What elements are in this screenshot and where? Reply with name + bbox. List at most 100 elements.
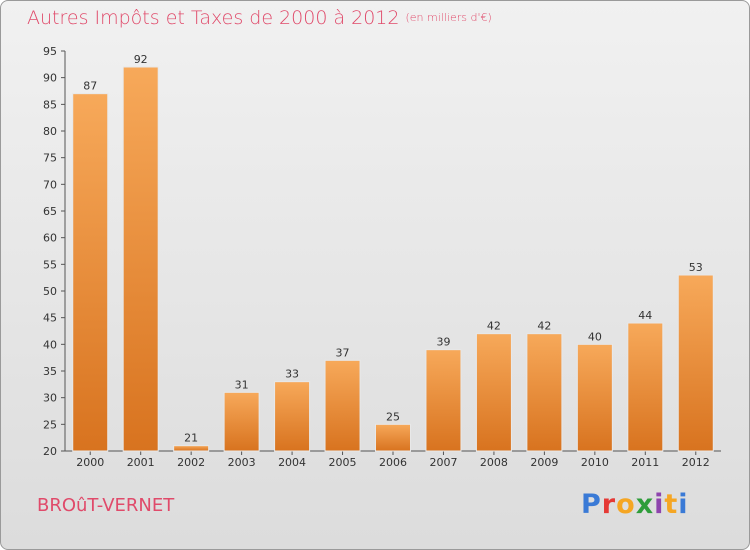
chart-title-text: Autres Impôts et Taxes de 2000 à 2012: [27, 7, 400, 29]
x-tick: 2008: [480, 451, 508, 469]
bar: [122, 66, 159, 452]
y-tick-label: 45: [43, 312, 57, 325]
x-tick: 2003: [228, 451, 256, 469]
bar: [72, 93, 109, 452]
x-tick-label: 2002: [177, 456, 205, 469]
y-tick-label: 20: [43, 445, 57, 458]
logo-letter: i: [654, 489, 665, 520]
logo-letter: r: [601, 489, 617, 520]
y-tick: 35: [43, 365, 65, 378]
x-tick-label: 2005: [329, 456, 357, 469]
y-tick-label: 90: [43, 72, 57, 85]
y-tick: 20: [43, 445, 65, 458]
x-tick: 2011: [631, 451, 659, 469]
x-tick-label: 2010: [581, 456, 609, 469]
chart-title: Autres Impôts et Taxes de 2000 à 2012 (en…: [27, 7, 492, 29]
data-label: 87: [83, 80, 97, 93]
data-labels: 87 92 21 31 33 37 25 39 42 42 40 44 53: [83, 53, 703, 445]
bar: [677, 274, 714, 452]
x-tick-label: 2006: [379, 456, 407, 469]
x-tick: 2001: [127, 451, 155, 469]
bar: [425, 349, 462, 452]
chart-unit: (en milliers d'€): [405, 11, 492, 24]
x-tick-label: 2000: [76, 456, 104, 469]
x-tick-label: 2004: [278, 456, 306, 469]
y-tick: 75: [43, 152, 65, 165]
x-tick-label: 2011: [631, 456, 659, 469]
y-tick-label: 70: [43, 178, 57, 191]
y-tick: 70: [43, 178, 65, 191]
y-tick: 25: [43, 418, 65, 431]
y-tick: 80: [43, 125, 65, 138]
data-label: 40: [588, 330, 602, 343]
x-axis: 2000 2001 2002 2003 2004 2005 2006 2007 2008 2009…: [65, 450, 721, 469]
x-tick: 2005: [329, 451, 357, 469]
bars: [72, 66, 714, 452]
y-tick-label: 30: [43, 392, 57, 405]
logo-letter: P: [581, 489, 602, 520]
y-tick-label: 65: [43, 205, 57, 218]
y-tick: 60: [43, 232, 65, 245]
y-tick: 40: [43, 338, 65, 351]
y-tick-label: 55: [43, 258, 57, 271]
bar: [375, 423, 411, 452]
data-label: 21: [184, 432, 198, 445]
y-tick-label: 35: [43, 365, 57, 378]
y-tick-label: 75: [43, 152, 57, 165]
data-label: 39: [436, 336, 450, 349]
y-tick: 55: [43, 258, 65, 271]
y-tick: 90: [43, 72, 65, 85]
bar: [627, 322, 664, 452]
y-tick: 45: [43, 312, 65, 325]
x-tick-label: 2009: [530, 456, 558, 469]
x-tick-label: 2003: [228, 456, 256, 469]
y-tick-label: 60: [43, 232, 57, 245]
y-tick-label: 50: [43, 285, 57, 298]
logo-letter: o: [616, 489, 636, 520]
y-tick-label: 95: [43, 45, 57, 58]
bar: [223, 391, 260, 452]
y-tick-label: 80: [43, 125, 57, 138]
y-tick: 65: [43, 205, 65, 218]
data-label: 31: [235, 378, 249, 391]
proxiti-logo[interactable]: Proxiti: [581, 489, 689, 520]
y-tick: 95: [43, 45, 65, 58]
y-tick: 50: [43, 285, 65, 298]
bar: [274, 381, 311, 452]
data-label: 92: [134, 53, 148, 66]
x-tick-label: 2012: [682, 456, 710, 469]
bar: [526, 333, 563, 452]
y-tick-label: 85: [43, 98, 57, 111]
x-tick-label: 2008: [480, 456, 508, 469]
y-axis: 20 25 30 35 40 45 50 55 60 65 70 75 80 85 90 95: [43, 45, 66, 458]
logo-letter: x: [635, 489, 655, 520]
x-tick: 2000: [76, 451, 104, 469]
data-label: 25: [386, 410, 400, 423]
bar: [475, 333, 512, 452]
bar: [576, 343, 613, 452]
data-label: 53: [689, 261, 703, 274]
x-tick: 2004: [278, 451, 306, 469]
x-tick: 2010: [581, 451, 609, 469]
x-tick: 2012: [682, 451, 710, 469]
commune-name: BROûT-VERNET: [37, 495, 175, 516]
data-label: 44: [638, 309, 652, 322]
data-label: 37: [336, 346, 350, 359]
logo-letter: i: [678, 489, 689, 520]
x-tick: 2006: [379, 451, 407, 469]
data-label: 33: [285, 368, 299, 381]
x-tick: 2007: [429, 451, 457, 469]
x-tick-label: 2007: [429, 456, 457, 469]
x-tick: 2009: [530, 451, 558, 469]
logo-letter: t: [664, 489, 679, 520]
x-tick: 2002: [177, 451, 205, 469]
bar: [173, 445, 210, 452]
data-label: 42: [487, 320, 501, 333]
y-tick: 85: [43, 98, 65, 111]
x-tick-label: 2001: [127, 456, 155, 469]
y-tick: 30: [43, 392, 65, 405]
y-tick-label: 25: [43, 418, 57, 431]
data-label: 42: [537, 320, 551, 333]
